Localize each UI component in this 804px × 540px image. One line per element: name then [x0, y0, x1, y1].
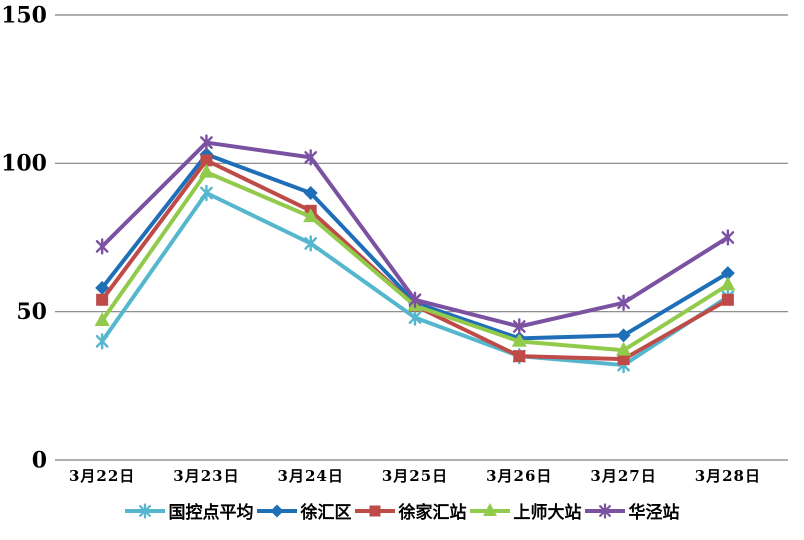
- triangle-marker-icon: [511, 332, 527, 347]
- series-line-national-control-avg: [100, 191, 730, 368]
- square-marker-icon: [721, 293, 734, 306]
- legend-swatch-shangshida-station: [469, 502, 510, 516]
- asterisk-marker-icon: [95, 333, 109, 350]
- series-xujiahui-station: [96, 154, 734, 366]
- diamond-marker-icon: [270, 504, 283, 517]
- asterisk-marker-icon: [408, 309, 422, 326]
- x-axis-label-2: 3月24日: [278, 467, 344, 485]
- legend-swatch-xuhui-district: [256, 504, 297, 517]
- y-axis-tick-label-50: 50: [16, 299, 47, 325]
- series-national-control-avg: [95, 184, 735, 374]
- square-marker-icon: [200, 154, 213, 167]
- diamond-marker-icon: [95, 280, 110, 295]
- legend-swatch-national-control-avg: [124, 502, 165, 519]
- asterisk-marker-icon: [95, 238, 109, 255]
- triangle-marker-icon: [94, 312, 110, 326]
- triangle-marker-icon: [198, 163, 214, 178]
- legend-item-xujiahui-station: 徐家汇站: [354, 498, 467, 523]
- triangle-marker-icon: [303, 208, 319, 223]
- legend-item-shangshida-station: 上师大站: [469, 498, 582, 523]
- chart-legend: 国控点平均 徐汇区 徐家汇站 上师大站 华泾站: [0, 498, 804, 523]
- asterisk-marker-icon: [304, 149, 318, 166]
- diamond-marker-icon: [720, 266, 735, 281]
- legend-label-shangshida-station: 上师大站: [513, 503, 582, 523]
- triangle-marker-icon: [616, 341, 632, 356]
- asterisk-marker-icon: [598, 502, 611, 519]
- x-axis-label-1: 3月23日: [173, 467, 239, 485]
- legend-item-xuhui-district: 徐汇区: [256, 498, 352, 523]
- square-marker-icon: [617, 353, 630, 366]
- legend-label-huajing-station: 华泾站: [628, 503, 680, 523]
- square-marker-icon: [513, 350, 526, 363]
- legend-label-xuhui-district: 徐汇区: [300, 503, 352, 523]
- asterisk-marker-icon: [200, 184, 213, 202]
- asterisk-marker-icon: [200, 134, 213, 151]
- x-axis-label-0: 3月22日: [69, 467, 135, 485]
- diamond-marker-icon: [303, 186, 318, 200]
- square-marker-icon: [96, 293, 109, 306]
- asterisk-marker-icon: [408, 291, 422, 308]
- legend-swatch-huajing-station: [584, 502, 625, 519]
- square-marker-icon: [369, 505, 380, 516]
- asterisk-marker-icon: [304, 235, 318, 252]
- legend-label-national-control-avg: 国控点平均: [168, 503, 254, 523]
- asterisk-marker-icon: [138, 502, 151, 519]
- diamond-marker-icon: [616, 328, 631, 343]
- series-huajing-station: [95, 134, 735, 335]
- triangle-marker-icon: [482, 502, 497, 516]
- legend-item-national-control-avg: 国控点平均: [124, 498, 254, 523]
- legend-swatch-xujiahui-station: [354, 505, 395, 516]
- x-axis-label-4: 3月26日: [486, 467, 552, 485]
- x-axis-label-6: 3月28日: [695, 467, 761, 485]
- y-axis-tick-label-150: 150: [1, 2, 47, 28]
- x-axis-label-5: 3月27日: [590, 467, 656, 485]
- legend-label-xujiahui-station: 徐家汇站: [398, 503, 467, 523]
- asterisk-marker-icon: [617, 294, 630, 311]
- y-axis-tick-label-100: 100: [1, 151, 47, 177]
- y-axis-tick-label-0: 0: [32, 447, 47, 473]
- legend-item-huajing-station: 华泾站: [584, 498, 680, 523]
- triangle-marker-icon: [720, 276, 736, 291]
- asterisk-marker-icon: [721, 229, 735, 246]
- asterisk-marker-icon: [512, 318, 526, 335]
- x-axis-label-3: 3月25日: [382, 467, 448, 485]
